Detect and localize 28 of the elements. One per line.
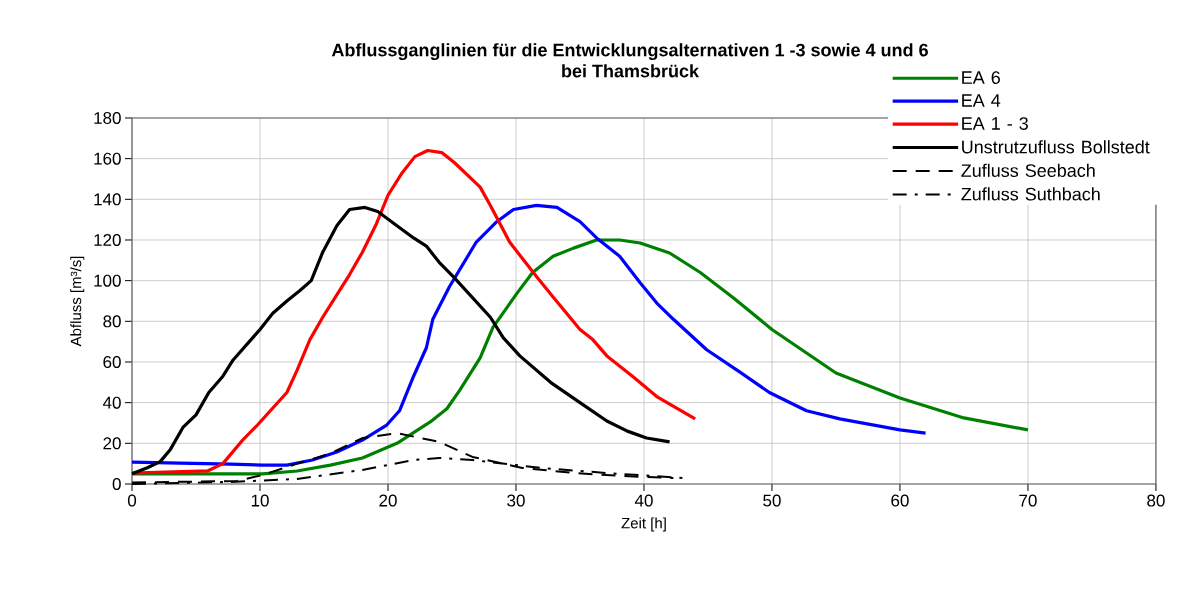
y-tick-label: 80 bbox=[103, 315, 121, 328]
x-tick-label: 60 bbox=[891, 494, 909, 507]
y-tick-label: 100 bbox=[94, 274, 121, 287]
y-tick-label: 20 bbox=[103, 437, 121, 450]
legend-label: EA 6 bbox=[962, 71, 1000, 84]
chart-title: Abflussganglinien für die Entwicklungsalternativen 1 -3 sowie 4 und 6 bei Thamsbrück bbox=[331, 43, 928, 78]
y-tick-label: 160 bbox=[94, 152, 121, 165]
x-tick-label: 0 bbox=[127, 494, 137, 507]
legend-label: EA 1 - 3 bbox=[962, 117, 1028, 130]
x-tick-label: 50 bbox=[763, 494, 781, 507]
y-axis-title: Abfluss [m³/s] bbox=[70, 256, 85, 347]
x-tick-label: 10 bbox=[251, 494, 269, 507]
legend-label: EA 4 bbox=[962, 94, 1001, 107]
x-tick-label: 20 bbox=[379, 494, 397, 507]
legend-label: Zufluss Seebach bbox=[961, 163, 1095, 177]
y-tick-label: 140 bbox=[94, 193, 121, 206]
x-tick-label: 80 bbox=[1147, 494, 1165, 507]
y-tick-label: 120 bbox=[94, 233, 121, 247]
legend-label: Zufluss Suthbach bbox=[961, 187, 1100, 201]
x-tick-label: 70 bbox=[1019, 494, 1037, 507]
x-tick-label: 40 bbox=[634, 494, 653, 507]
y-tick-label: 0 bbox=[112, 477, 121, 491]
y-tick-label: 40 bbox=[102, 396, 121, 409]
legend-label: Unstrutzufluss Bollstedt bbox=[962, 140, 1150, 154]
x-tick-label: 30 bbox=[507, 494, 525, 507]
y-tick-label: 60 bbox=[103, 355, 121, 369]
x-axis-title: Zeit [h] bbox=[621, 517, 666, 532]
y-tick-label: 180 bbox=[94, 111, 121, 125]
